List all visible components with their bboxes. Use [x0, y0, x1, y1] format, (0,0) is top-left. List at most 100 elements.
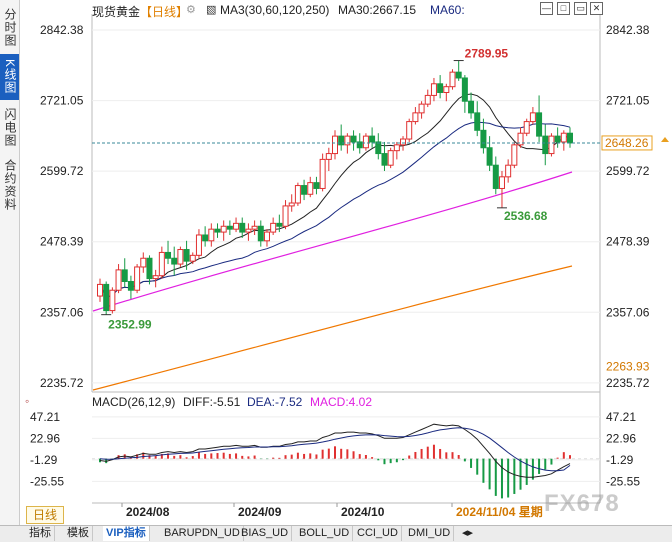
- candle-body: [288, 202, 295, 207]
- candle-body: [430, 83, 437, 96]
- candle-body: [152, 275, 159, 280]
- macd-tick-label: -25.55: [606, 474, 640, 488]
- price-tick-label: 2721.05: [40, 94, 84, 108]
- candle-body: [393, 144, 400, 152]
- candle-body: [492, 164, 499, 189]
- macd-tick-label: 22.96: [606, 431, 636, 445]
- period-switch-button[interactable]: 日线: [26, 506, 64, 524]
- candle-body: [529, 112, 536, 123]
- tab-dmi[interactable]: DMI_UD: [405, 526, 455, 541]
- candle-body: [387, 150, 394, 166]
- tab-indicators[interactable]: 指标: [26, 526, 55, 541]
- candle-body: [301, 185, 308, 195]
- candle-body: [189, 254, 196, 262]
- candle-body: [375, 141, 382, 155]
- tab-cci[interactable]: CCI_UD: [354, 526, 402, 541]
- candle-body: [319, 158, 326, 189]
- candle-body: [140, 257, 147, 268]
- maximize-icon[interactable]: □: [557, 2, 570, 15]
- price-tick-label: 2478.39: [606, 235, 650, 249]
- price-tick-label: 2599.72: [606, 164, 650, 178]
- macd-tick-label: -1.29: [606, 453, 634, 467]
- candle-body: [245, 228, 252, 233]
- price-tick-label: 2599.72: [40, 164, 84, 178]
- candle-body: [233, 222, 240, 230]
- candle-body: [97, 283, 103, 297]
- macd-dea-value: DEA:-7.52: [247, 395, 303, 409]
- price-tick-label: 2235.72: [40, 376, 84, 390]
- ma250-axis-label: 2263.93: [606, 359, 650, 373]
- tab-bias[interactable]: BIAS_UD: [238, 526, 293, 541]
- current-price-box: [601, 135, 653, 151]
- candle-body: [276, 222, 283, 227]
- candle-body: [548, 135, 555, 155]
- time-axis-label: 2024/09: [238, 505, 282, 519]
- candle-body: [511, 144, 518, 166]
- price-tick-label: 2357.06: [40, 305, 84, 319]
- tab-boll[interactable]: BOLL_UD: [296, 526, 354, 541]
- candle-body: [455, 71, 462, 79]
- minimize-icon[interactable]: —: [540, 2, 553, 15]
- ma60-value: MA60:: [430, 3, 465, 17]
- candle-body: [461, 77, 468, 102]
- watermark-logo: FX678: [544, 490, 620, 517]
- candle-body: [257, 225, 264, 242]
- time-axis-label: 2024/10: [341, 505, 385, 519]
- candle-body: [226, 225, 233, 230]
- settings-icon[interactable]: ⚙: [186, 4, 196, 16]
- candle-body: [127, 281, 134, 291]
- tab-templates[interactable]: 模板: [64, 526, 93, 541]
- candle-body: [263, 231, 270, 242]
- candle-body: [220, 225, 227, 233]
- candle-body: [158, 251, 165, 277]
- candle-body: [505, 164, 512, 178]
- price-tick-label: 2721.05: [606, 94, 650, 108]
- candle-body: [146, 257, 153, 280]
- candle-body: [498, 176, 505, 189]
- current-price-label: 2648.26: [605, 136, 649, 150]
- candle-body: [523, 121, 530, 134]
- macd-tick-label: -25.55: [30, 474, 64, 488]
- time-axis-label: 2024/11/04 星期: [456, 504, 543, 519]
- candle-body: [195, 234, 202, 256]
- candle-body: [239, 222, 246, 233]
- close-icon[interactable]: ✕: [590, 2, 603, 15]
- macd-diff-value: DIFF:-5.51: [183, 395, 241, 409]
- tab-barupdn[interactable]: BARUPDN_UD: [161, 526, 244, 541]
- macd-tick-label: 47.21: [606, 410, 636, 424]
- candle-body: [202, 234, 209, 242]
- candle-body: [350, 135, 357, 143]
- candle-body: [381, 153, 388, 166]
- view-sidebar: 分时图 K线图 闪电图 合约资料: [0, 0, 20, 525]
- sidebar-item-kline[interactable]: K线图: [0, 54, 19, 100]
- diff-line: [99, 423, 571, 478]
- candle-body: [183, 249, 190, 262]
- candle-body: [356, 141, 363, 149]
- sidebar-item-timeshare[interactable]: 分时图: [3, 7, 17, 47]
- indicator-chart-icon[interactable]: ▧: [206, 4, 217, 16]
- candle-body: [251, 225, 258, 230]
- low-price-label: 2352.99: [108, 318, 152, 332]
- candle-body: [567, 132, 573, 144]
- instrument-name: 现货黄金: [92, 5, 141, 19]
- candle-body: [109, 289, 116, 312]
- sidebar-item-flash-chart[interactable]: 闪电图: [3, 107, 17, 147]
- candle-body: [449, 71, 456, 88]
- candle-body: [282, 205, 289, 227]
- candle-body: [134, 266, 141, 291]
- candle-body: [165, 251, 172, 259]
- tab-vip-indicators[interactable]: VIP指标: [103, 526, 150, 541]
- candle-body: [400, 138, 407, 146]
- price-chart[interactable]: 2842.38 2842.38 2721.05 2721.05 2599.72 2599.…: [0, 0, 672, 525]
- candle-body: [307, 182, 314, 195]
- candle-body: [369, 135, 376, 143]
- tabs-more-icon[interactable]: ◂▸: [462, 527, 474, 539]
- low-price-label: 2536.68: [504, 209, 548, 223]
- candle-body: [412, 112, 419, 123]
- ma30-line: [99, 93, 571, 299]
- period-label[interactable]: 【日线】: [140, 5, 189, 19]
- macd-tick-label: 47.21: [30, 410, 60, 424]
- candle-body: [325, 153, 332, 160]
- sidebar-item-contract-info[interactable]: 合约资料: [3, 159, 17, 211]
- restore-icon[interactable]: ▭: [574, 2, 587, 15]
